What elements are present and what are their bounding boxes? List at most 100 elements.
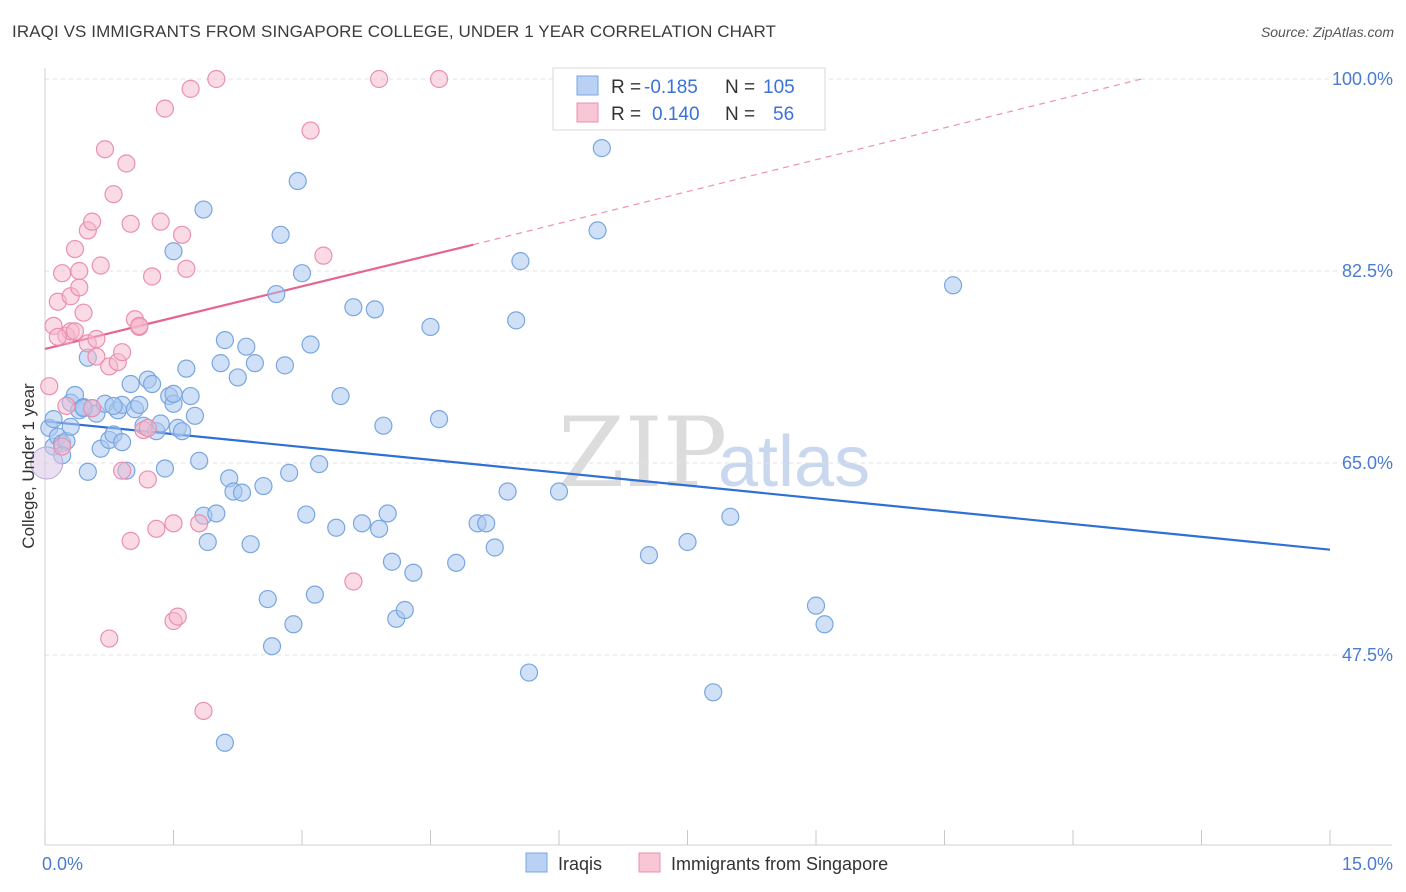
stats-r-label-pink: R = xyxy=(611,104,641,125)
iraqis-point xyxy=(292,264,312,283)
trend-line-iraqis xyxy=(44,420,1331,551)
iraqis-point xyxy=(104,396,123,416)
trend-lines xyxy=(44,78,1331,551)
iraqis-point xyxy=(519,663,539,682)
iraqis-point xyxy=(815,615,834,634)
singapore-point xyxy=(121,531,140,550)
legend-label-singapore: Immigrants from Singapore xyxy=(671,854,888,874)
iraqis-point xyxy=(130,395,149,414)
singapore-point xyxy=(112,343,132,362)
iraqis-point xyxy=(164,384,183,403)
iraqis-point xyxy=(305,585,324,604)
iraqis-point xyxy=(245,354,264,373)
iraqis-point xyxy=(382,552,402,571)
singapore-point xyxy=(53,437,72,456)
iraqis-point xyxy=(404,563,423,582)
x-tick-label: 15.0% xyxy=(1342,854,1393,874)
legend-swatch-singapore xyxy=(638,852,661,873)
iraqis-point xyxy=(194,200,213,219)
stats-r-value-blue: -0.185 xyxy=(644,77,698,98)
iraqis-point xyxy=(262,637,282,656)
singapore-point xyxy=(138,418,157,437)
stats-n-value-blue: 105 xyxy=(763,77,795,98)
singapore-point xyxy=(151,212,170,231)
singapore-point xyxy=(83,212,102,231)
iraqis-point xyxy=(704,683,723,702)
legend-swatch-iraqis xyxy=(525,852,548,873)
iraqis-point xyxy=(215,331,234,350)
iraqis-point xyxy=(297,505,316,524)
iraqis-point xyxy=(344,298,363,317)
singapore-point xyxy=(104,185,123,204)
y-tick-label: 65.0% xyxy=(1342,453,1393,473)
tick-labels: 47.5% 65.0% 82.5% 100.0% 0.0% 15.0% xyxy=(42,69,1393,874)
trend-line-singapore-extension xyxy=(473,78,1142,246)
iraqis-point xyxy=(121,374,140,394)
singapore-point xyxy=(95,140,115,159)
iraqis-point xyxy=(185,406,205,425)
iraqis-point xyxy=(678,532,697,552)
iraqis-point xyxy=(181,386,200,406)
iraqis-point xyxy=(588,221,607,240)
watermark-zip: ZIP xyxy=(558,397,727,509)
stats-n-label-blue: N = xyxy=(725,77,755,98)
iraqis-point xyxy=(301,335,320,354)
iraqis-point-large xyxy=(30,446,64,480)
iraqis-point xyxy=(267,284,286,304)
legend: Iraqis Immigrants from Singapore xyxy=(525,852,888,874)
iraqis-point xyxy=(164,242,183,261)
iraqis-point xyxy=(485,538,504,557)
singapore-point xyxy=(177,259,196,278)
y-tick-label: 100.0% xyxy=(1332,69,1393,89)
singapore-point xyxy=(117,154,136,173)
singapore-point xyxy=(87,329,106,349)
iraqis-point xyxy=(78,462,97,481)
y-tick-label: 47.5% xyxy=(1342,645,1393,665)
iraqis-point xyxy=(943,276,963,295)
iraqis-point xyxy=(511,252,530,271)
iraqis-point xyxy=(477,514,496,533)
iraqis-point xyxy=(284,615,303,634)
singapore-point xyxy=(142,267,162,286)
singapore-point xyxy=(314,246,333,265)
iraqis-point xyxy=(237,337,256,356)
singapore-point xyxy=(138,470,157,489)
singapore-point xyxy=(91,256,110,275)
iraqis-point xyxy=(507,311,526,330)
iraqis-point xyxy=(549,482,569,501)
legend-label-iraqis: Iraqis xyxy=(558,854,602,874)
iraqis-point xyxy=(61,417,80,436)
singapore-point xyxy=(190,514,209,533)
iraqis-point xyxy=(370,519,389,538)
stats-n-value-pink: 56 xyxy=(773,104,794,125)
iraqis-point xyxy=(365,300,384,319)
iraqis-point xyxy=(288,171,307,191)
singapore-points xyxy=(40,69,449,721)
iraqis-point xyxy=(310,454,329,474)
iraqis-point xyxy=(352,514,372,533)
y-axis-label: College, Under 1 year xyxy=(19,383,38,549)
singapore-point xyxy=(57,396,76,416)
iraqis-point xyxy=(280,463,299,482)
stats-r-value-pink: 0.140 xyxy=(652,104,700,125)
iraqis-point xyxy=(241,535,260,554)
singapore-point xyxy=(370,69,389,89)
singapore-point xyxy=(65,322,85,341)
iraqis-point xyxy=(806,596,826,615)
stats-swatch-blue xyxy=(576,75,599,96)
singapore-point xyxy=(65,239,85,259)
iraqis-point xyxy=(155,459,175,478)
y-tick-label: 82.5% xyxy=(1342,261,1393,281)
iraqis-points xyxy=(30,139,963,752)
singapore-point xyxy=(168,607,187,626)
singapore-point xyxy=(70,261,89,281)
iraqis-point xyxy=(639,546,659,565)
iraqis-point xyxy=(254,476,273,496)
singapore-point xyxy=(112,461,132,480)
iraqis-point xyxy=(421,317,440,337)
iraqis-point xyxy=(228,368,247,387)
singapore-point xyxy=(74,303,93,322)
singapore-point xyxy=(121,214,140,233)
singapore-point xyxy=(164,514,183,533)
